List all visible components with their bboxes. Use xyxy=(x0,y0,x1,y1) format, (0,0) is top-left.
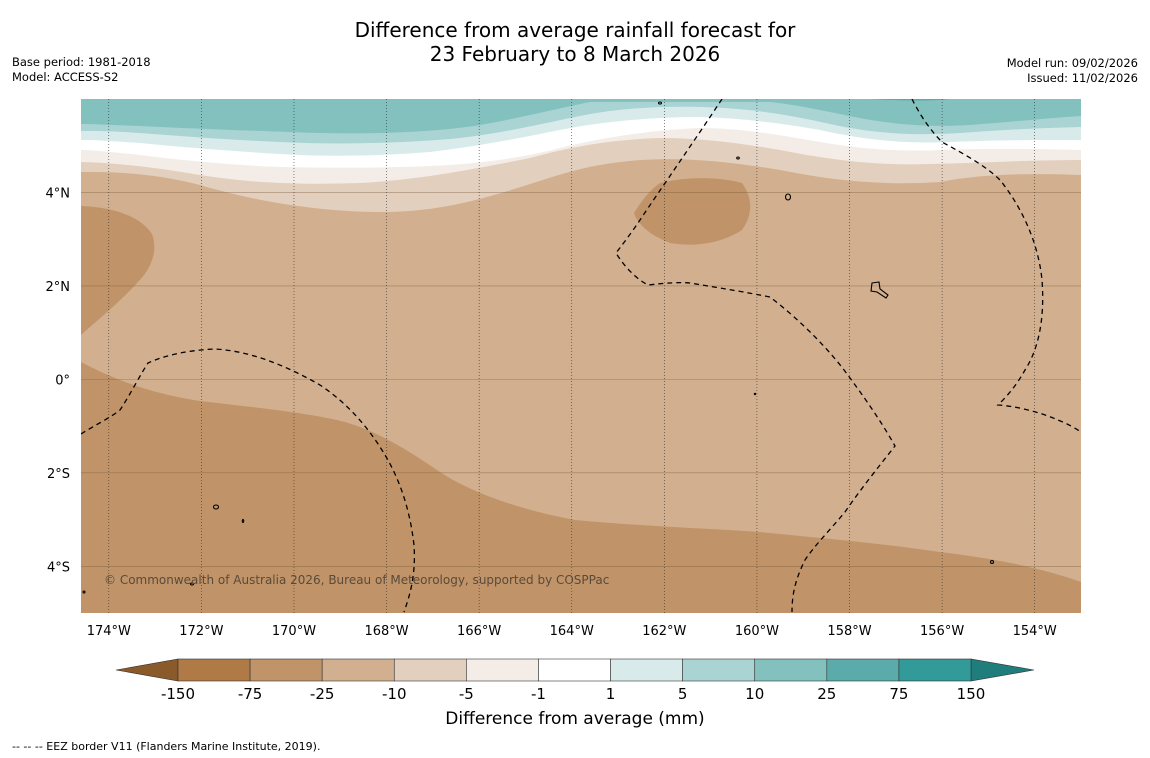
island-south-west-c xyxy=(189,582,195,586)
colorbar-segment xyxy=(249,658,323,682)
colorbar-segment xyxy=(754,658,828,682)
colorbar-segment xyxy=(538,658,611,682)
lon-tick-label: 156°W xyxy=(920,624,964,639)
lat-tick-label: 0° xyxy=(55,373,70,388)
model-text: Model: ACCESS-S2 xyxy=(12,70,119,84)
colorbar-under-arrow xyxy=(115,658,179,682)
lon-tick-label: 158°W xyxy=(827,624,871,639)
colorbar-tick-label: 25 xyxy=(817,685,836,703)
patch-west-dry xyxy=(81,206,155,335)
lat-tick-label: 4°S xyxy=(47,560,70,575)
lon-tick-label: 160°W xyxy=(735,624,779,639)
model-run-text: Model run: 09/02/2026 xyxy=(1006,56,1138,70)
colorbar-tick-label: 5 xyxy=(678,685,688,703)
eez-border-west xyxy=(81,348,416,613)
lon-tick-label: 154°W xyxy=(1013,624,1057,639)
eez-borders xyxy=(81,99,1081,613)
lat-tick-label: 2°N xyxy=(46,280,71,295)
map-title: Difference from average rainfall forecas… xyxy=(0,18,1150,66)
lat-tick-label: 4°N xyxy=(46,186,71,201)
colorbar: -150 -75 -25 -10 -5 -1 1 5 10 25 75 150 xyxy=(115,658,1035,703)
island-central-a xyxy=(736,156,740,160)
graticule xyxy=(81,99,1081,613)
colorbar-segment xyxy=(610,658,683,682)
axis-labels: 4°N 2°N 0° 2°S 4°S 174°W 172°W 170°W 168°W 166°W 1… xyxy=(46,186,1057,639)
colorbar-tick-label: 10 xyxy=(745,685,764,703)
island-east-small xyxy=(753,392,757,396)
colorbar-segment xyxy=(466,658,539,682)
lon-tick-label: 162°W xyxy=(642,624,686,639)
islands xyxy=(82,101,995,594)
base-period-text: Base period: 1981-2018 xyxy=(12,55,151,69)
map-title-line1: Difference from average rainfall forecas… xyxy=(354,18,796,42)
colorbar-tick-label: -150 xyxy=(161,685,195,703)
band-south-dry xyxy=(81,362,1081,613)
lon-tick-label: 172°W xyxy=(179,624,223,639)
island-kiritimati xyxy=(870,281,889,299)
colorbar-tick-label: -5 xyxy=(459,685,474,703)
colorbar-tick-label: -1 xyxy=(531,685,546,703)
lon-tick-label: 164°W xyxy=(550,624,594,639)
colorbar-segment xyxy=(826,658,900,682)
colorbar-title: Difference from average (mm) xyxy=(445,709,705,729)
lat-tick-label: 2°S xyxy=(47,467,70,482)
colorbar-tick-label: 150 xyxy=(957,685,986,703)
island-central-b xyxy=(784,193,792,201)
issued-text: Issued: 11/02/2026 xyxy=(1027,71,1138,85)
lon-tick-label: 170°W xyxy=(272,624,316,639)
patch-central-dry xyxy=(634,178,751,245)
colorbar-segment xyxy=(321,658,395,682)
meta-left: Base period: 1981-2018 Model: ACCESS-S2 xyxy=(12,55,151,85)
band-25-to-75-patch-west xyxy=(81,99,110,103)
island-south-west-b xyxy=(241,518,245,524)
island-south-west-edge xyxy=(82,590,86,594)
rainfall-field xyxy=(81,99,1081,613)
band-10-to-25 xyxy=(81,99,1081,134)
band-25-to-75-patch xyxy=(870,99,950,101)
colorbar-segment xyxy=(898,658,972,682)
lon-tick-label: 166°W xyxy=(457,624,501,639)
colorbar-tick-label: 1 xyxy=(606,685,616,703)
lon-tick-label: 168°W xyxy=(364,624,408,639)
copyright-text: © Commonwealth of Australia 2026, Bureau… xyxy=(104,573,609,587)
map-title-line2: 23 February to 8 March 2026 xyxy=(429,42,721,66)
island-south-east xyxy=(989,559,995,565)
meta-right: Model run: 09/02/2026 Issued: 11/02/2026 xyxy=(1007,56,1138,86)
colorbar-segment xyxy=(682,658,756,682)
island-south-west-a xyxy=(212,504,220,510)
lon-tick-label: 174°W xyxy=(87,624,131,639)
colorbar-tick-label: -75 xyxy=(238,685,263,703)
eez-legend-text: -- -- -- EEZ border V11 (Flanders Marine… xyxy=(12,740,321,753)
colorbar-tick-label: 75 xyxy=(889,685,908,703)
colorbar-tick-label: -10 xyxy=(382,685,407,703)
eez-border-central xyxy=(615,99,896,613)
colorbar-segment xyxy=(177,658,251,682)
colorbar-tick-label: -25 xyxy=(310,685,335,703)
colorbar-over-arrow xyxy=(970,658,1035,682)
eez-border-east xyxy=(911,99,1081,433)
colorbar-segment xyxy=(393,658,467,682)
island-north xyxy=(657,101,663,105)
